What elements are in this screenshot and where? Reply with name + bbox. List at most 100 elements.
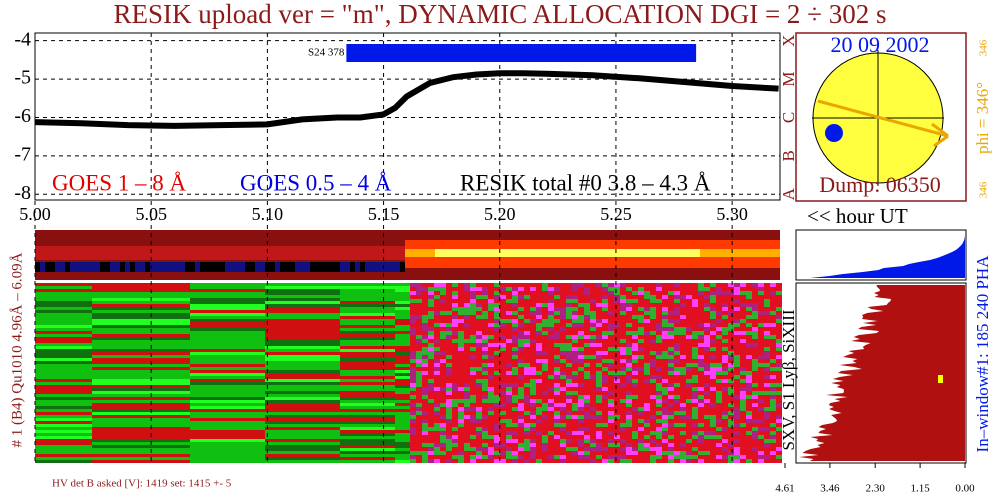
spectrogram-cell [584, 331, 590, 335]
spectrogram-cell [518, 303, 524, 307]
spectrogram-cell [644, 431, 650, 435]
spectrum-core [635, 249, 640, 257]
spectrogram-cell [632, 371, 638, 375]
spectrogram-cell [590, 351, 596, 355]
spectrogram-cell [614, 359, 620, 363]
spectrogram-cell [650, 371, 656, 375]
spectrum-band [305, 246, 310, 260]
spectrogram-cell [650, 283, 656, 287]
spectrogram-cell [464, 419, 470, 423]
spectrogram-cell [674, 415, 680, 419]
spectrum-low [100, 262, 105, 272]
spectrogram-cell [494, 415, 500, 419]
spectrum-band [370, 246, 375, 260]
spectrogram-cell [452, 415, 458, 419]
spectrum-low [255, 262, 260, 272]
spectrogram-cell [458, 299, 464, 303]
spectrogram-cell [518, 351, 524, 355]
spectrogram-cell [638, 315, 644, 319]
spectrogram-cell [704, 399, 710, 403]
spectrogram-cell [458, 363, 464, 367]
spectrogram-cell [710, 295, 716, 299]
spectrogram-row [265, 328, 340, 331]
spectrogram-cell [530, 299, 536, 303]
spectrogram-cell [626, 387, 632, 391]
spectrogram-cell [488, 375, 494, 379]
spectrogram-cell [746, 359, 752, 363]
spectrogram-cell [728, 335, 734, 339]
spectrogram-row [190, 424, 265, 427]
spectrogram-cell [674, 295, 680, 299]
spectrogram-cell [416, 443, 422, 447]
spectrogram-cell [776, 303, 782, 307]
spectrogram-cell [476, 447, 482, 451]
spectrogram-cell [488, 415, 494, 419]
hv-label: HV det B asked [V]: 1419 set: 1415 +- 5 [52, 478, 232, 490]
spectrogram-row [340, 418, 395, 421]
spectrogram-row [265, 319, 340, 322]
spectrogram-cell [512, 355, 518, 359]
spectrogram-cell [428, 423, 434, 427]
spectrogram-cell [494, 399, 500, 403]
spectrogram-cell [578, 403, 584, 407]
spectrogram-cell [434, 399, 440, 403]
spectrogram-cell [632, 367, 638, 371]
spectrogram-cell [548, 307, 554, 311]
spectrogram-cell [458, 315, 464, 319]
spectrogram-cell [740, 403, 746, 407]
spectrogram-cell [488, 391, 494, 395]
spectrogram-cell [440, 383, 446, 387]
spectrogram-cell [428, 315, 434, 319]
spectrogram-cell [464, 351, 470, 355]
spectrogram-cell [704, 455, 710, 459]
spectrogram-cell [770, 455, 776, 459]
spectrogram-cell [554, 355, 560, 359]
spectrogram-cell [572, 379, 578, 383]
spectrogram-row [395, 295, 410, 298]
spectrogram-cell [440, 343, 446, 347]
phi-label: phi = 346° [973, 82, 992, 154]
spectrogram-cell [704, 311, 710, 315]
spectrogram-cell [572, 383, 578, 387]
spectrogram-cell [722, 319, 728, 323]
spectrogram-cell [452, 371, 458, 375]
spectrogram-cell [422, 347, 428, 351]
spectrogram-cell [728, 379, 734, 383]
spectrogram-row [340, 331, 395, 334]
spectrogram-cell [686, 291, 692, 295]
spectrogram-cell [626, 447, 632, 451]
spectrogram-cell [686, 395, 692, 399]
spectrogram-cell [776, 387, 782, 391]
spectrogram-cell [608, 443, 614, 447]
spectrogram-cell [674, 379, 680, 383]
spectrum-core [695, 249, 700, 257]
spectrogram-cell [452, 407, 458, 411]
spectrogram-cell [620, 443, 626, 447]
spectrogram-cell [758, 387, 764, 391]
spectrogram-row [190, 409, 265, 412]
spectrogram-cell [476, 299, 482, 303]
spectrogram-cell [698, 351, 704, 355]
spectrogram-cell [578, 331, 584, 335]
spectrogram-cell [584, 379, 590, 383]
spectrogram-cell [710, 367, 716, 371]
spectrogram-cell [638, 387, 644, 391]
spectrogram-cell [722, 403, 728, 407]
spectrogram-cell [608, 423, 614, 427]
spectrogram-cell [668, 379, 674, 383]
spectrogram-cell [734, 327, 740, 331]
spectrogram-row [190, 355, 265, 358]
spectrogram-cell [668, 335, 674, 339]
spectrogram-cell [752, 403, 758, 407]
spectrogram-cell [518, 391, 524, 395]
spectrogram-cell [428, 291, 434, 295]
spectrogram-row [395, 364, 410, 367]
spectrogram-cell [452, 431, 458, 435]
spectrogram-cell [740, 439, 746, 443]
spectrogram-cell [746, 423, 752, 427]
spectrogram-cell [488, 379, 494, 383]
spectrogram-cell [542, 319, 548, 323]
spectrogram-cell [506, 311, 512, 315]
spectrogram-row [190, 379, 265, 382]
spectrogram-cell [608, 395, 614, 399]
